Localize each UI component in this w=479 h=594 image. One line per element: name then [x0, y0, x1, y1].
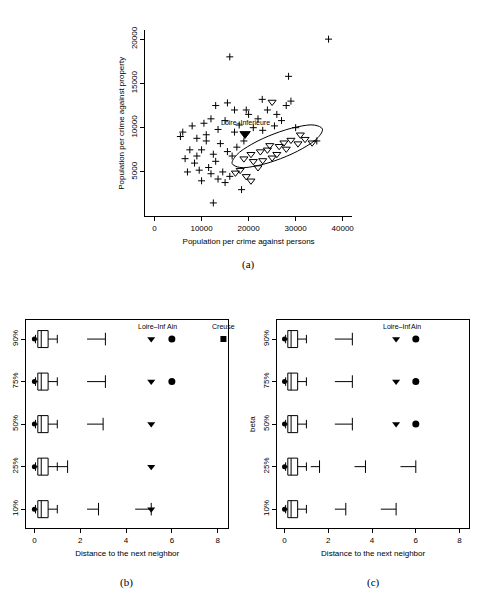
- svg-text:Loire–Inferieure: Loire–Inferieure: [221, 119, 270, 126]
- svg-text:Creuse: Creuse: [212, 323, 235, 330]
- svg-text:Ain: Ain: [167, 323, 177, 330]
- svg-text:15000: 15000: [130, 71, 139, 94]
- svg-text:20000: 20000: [237, 224, 260, 233]
- svg-text:10000: 10000: [190, 224, 213, 233]
- svg-text:0: 0: [32, 536, 37, 545]
- svg-text:Distance to the next neighbor: Distance to the next neighbor: [75, 549, 179, 558]
- svg-text:(c): (c): [367, 576, 380, 589]
- svg-text:75%: 75%: [262, 372, 271, 388]
- svg-text:10%: 10%: [11, 500, 20, 516]
- svg-text:4: 4: [124, 536, 129, 545]
- svg-text:10000: 10000: [130, 115, 139, 138]
- svg-text:50%: 50%: [262, 415, 271, 431]
- svg-text:Loire–Inf: Loire–Inf: [138, 323, 165, 330]
- svg-text:40000: 40000: [332, 224, 355, 233]
- svg-text:0: 0: [152, 224, 157, 233]
- svg-text:Ain: Ain: [411, 323, 421, 330]
- svg-text:90%: 90%: [262, 330, 271, 346]
- svg-text:6: 6: [414, 536, 419, 545]
- svg-text:Population per crime against p: Population per crime against persons: [183, 237, 315, 246]
- svg-text:beta: beta: [248, 416, 257, 432]
- svg-text:8: 8: [215, 536, 220, 545]
- svg-text:20000: 20000: [130, 26, 139, 49]
- svg-text:4: 4: [370, 536, 375, 545]
- svg-text:2: 2: [326, 536, 331, 545]
- svg-text:2: 2: [78, 536, 83, 545]
- svg-text:90%: 90%: [11, 330, 20, 346]
- svg-text:(b): (b): [120, 576, 133, 589]
- svg-text:(a): (a): [242, 258, 255, 271]
- svg-text:Loire–Inf: Loire–Inf: [383, 323, 410, 330]
- svg-text:Distance to the next neighbor: Distance to the next neighbor: [321, 549, 425, 558]
- svg-text:50%: 50%: [11, 415, 20, 431]
- svg-text:10%: 10%: [262, 500, 271, 516]
- svg-text:30000: 30000: [285, 224, 308, 233]
- svg-text:5000: 5000: [130, 161, 139, 179]
- svg-text:8: 8: [457, 536, 462, 545]
- svg-text:Population per crime against p: Population per crime against property: [117, 57, 126, 190]
- svg-text:0: 0: [282, 536, 287, 545]
- svg-text:25%: 25%: [11, 457, 20, 473]
- svg-text:75%: 75%: [11, 372, 20, 388]
- svg-text:6: 6: [170, 536, 175, 545]
- svg-text:25%: 25%: [262, 457, 271, 473]
